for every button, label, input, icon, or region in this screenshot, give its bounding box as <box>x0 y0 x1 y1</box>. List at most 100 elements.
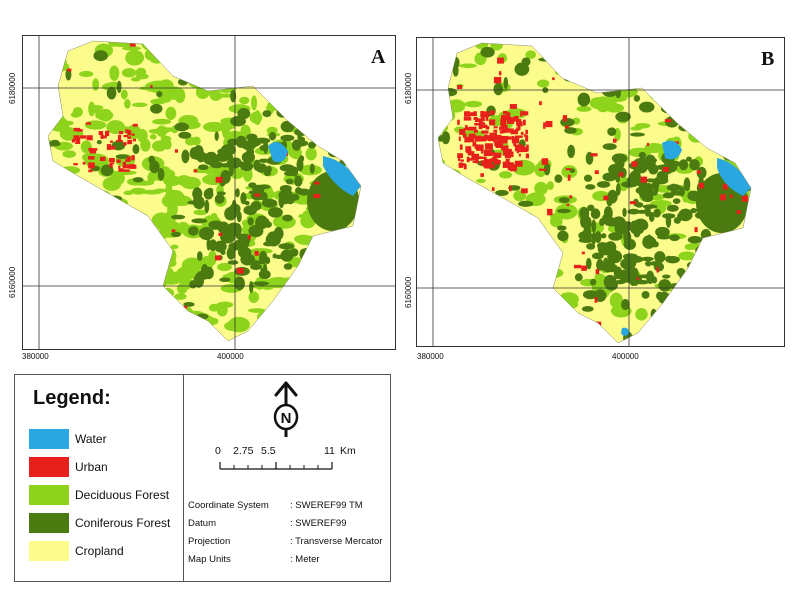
patch-urban <box>98 131 104 136</box>
patch-coniferous <box>702 43 713 44</box>
patch-deciduous <box>313 283 336 296</box>
patch-coniferous <box>731 130 748 141</box>
patch-coniferous <box>249 281 254 294</box>
patch-coniferous <box>667 294 682 301</box>
patch-coniferous <box>283 263 293 270</box>
patch-coniferous <box>309 163 315 174</box>
patch-deciduous <box>459 63 477 69</box>
patch-deciduous <box>357 200 361 214</box>
patch-coniferous <box>220 144 236 156</box>
patch-deciduous <box>714 273 722 285</box>
patch-deciduous <box>64 206 77 218</box>
patch-urban <box>158 317 164 322</box>
patch-deciduous <box>377 322 387 333</box>
patch-deciduous <box>698 87 709 95</box>
patch-deciduous <box>679 317 700 327</box>
patch-deciduous <box>381 160 390 173</box>
patch-coniferous <box>48 41 59 44</box>
patch-coniferous <box>702 107 712 116</box>
patch-coniferous <box>532 321 545 331</box>
patch-urban <box>708 243 712 246</box>
patch-deciduous <box>384 78 395 92</box>
patch-coniferous <box>655 226 670 238</box>
patch-urban <box>518 257 526 261</box>
legend-item-water: Water <box>29 429 107 449</box>
patch-urban <box>629 201 637 205</box>
patch-deciduous <box>163 211 176 226</box>
patch-deciduous <box>277 83 289 99</box>
patch-deciduous <box>513 220 535 232</box>
patch-urban <box>272 57 277 63</box>
patch-deciduous <box>196 41 210 46</box>
patch-deciduous <box>174 293 187 300</box>
patch-urban <box>502 161 508 168</box>
patch-deciduous <box>257 311 270 323</box>
patch-coniferous <box>567 144 576 159</box>
patch-coniferous <box>250 263 263 270</box>
patch-urban <box>457 156 461 161</box>
patch-urban <box>741 195 749 202</box>
patch-coniferous <box>634 273 639 286</box>
patch-deciduous <box>144 82 156 92</box>
patch-coniferous <box>96 139 102 145</box>
patch-urban <box>594 297 598 303</box>
patch-coniferous <box>217 151 223 159</box>
patch-deciduous <box>152 140 167 152</box>
patch-deciduous <box>206 41 224 47</box>
patch-coniferous <box>607 127 617 136</box>
patch-deciduous <box>88 273 98 279</box>
patch-deciduous <box>634 122 651 129</box>
patch-coniferous <box>264 170 271 177</box>
patch-coniferous <box>662 274 671 279</box>
patch-deciduous <box>631 334 653 340</box>
patch-coniferous <box>115 154 130 159</box>
patch-deciduous <box>48 231 63 246</box>
patch-coniferous <box>676 267 686 277</box>
patch-coniferous <box>365 149 375 157</box>
patch-deciduous <box>176 175 192 186</box>
patch-urban <box>502 110 508 115</box>
patch-deciduous <box>346 138 361 151</box>
patch-urban <box>111 146 116 150</box>
patch-coniferous <box>417 170 421 182</box>
x-tick-a-left: 380000 <box>22 352 49 361</box>
patch-deciduous <box>339 49 351 57</box>
patch-urban <box>469 158 473 161</box>
patch-urban <box>123 134 128 138</box>
patch-urban <box>631 161 638 167</box>
patch-deciduous <box>301 54 320 68</box>
scale-unit: Km <box>340 445 356 457</box>
patch-urban <box>543 122 546 129</box>
patch-coniferous <box>679 159 689 171</box>
patch-deciduous <box>48 55 67 70</box>
patch-coniferous <box>497 318 502 330</box>
patch-urban <box>464 136 471 143</box>
patch-coniferous <box>268 207 283 218</box>
patch-coniferous <box>248 182 257 189</box>
patch-deciduous <box>57 114 65 127</box>
patch-deciduous <box>23 116 31 123</box>
patch-coniferous <box>516 320 529 328</box>
patch-deciduous <box>324 141 342 147</box>
patch-coniferous <box>648 163 659 175</box>
patch-coniferous <box>235 188 240 198</box>
scale-tick-2: 5.5 <box>261 445 276 457</box>
patch-coniferous <box>690 207 698 214</box>
patch-coniferous <box>717 273 734 287</box>
patch-deciduous <box>447 99 466 113</box>
patch-deciduous <box>216 301 234 308</box>
patch-deciduous <box>417 97 423 102</box>
patch-urban <box>513 140 517 147</box>
patch-deciduous <box>158 320 170 328</box>
patch-coniferous <box>282 214 293 222</box>
patch-coniferous <box>442 326 452 332</box>
patch-coniferous <box>149 160 160 174</box>
patch-coniferous <box>108 195 123 202</box>
patch-urban <box>483 158 492 164</box>
patch-urban <box>505 158 510 166</box>
patch-coniferous <box>268 131 277 141</box>
patch-coniferous <box>110 326 116 338</box>
patch-urban <box>218 232 223 236</box>
patch-urban <box>116 159 121 163</box>
patch-urban <box>694 227 698 233</box>
